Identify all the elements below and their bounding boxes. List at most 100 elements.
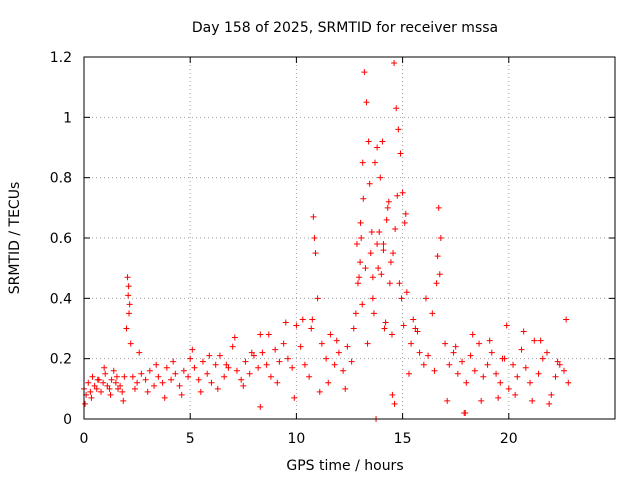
data-point (393, 105, 400, 112)
data-point (221, 373, 228, 380)
data-point (225, 364, 232, 371)
data-point (450, 349, 457, 356)
data-point (398, 295, 405, 302)
data-point (370, 310, 377, 317)
data-point (531, 337, 538, 344)
data-point (375, 265, 382, 272)
data-point (371, 159, 378, 166)
data-point (106, 385, 113, 392)
data-point (229, 343, 236, 350)
data-point (471, 367, 478, 374)
data-point (125, 283, 132, 290)
data-point (405, 370, 412, 377)
data-point (82, 400, 89, 407)
data-point (131, 385, 138, 392)
data-point (272, 346, 279, 353)
data-point (387, 259, 394, 266)
data-point (463, 379, 470, 386)
data-point (391, 400, 398, 407)
data-point (159, 379, 166, 386)
data-point (350, 325, 357, 332)
data-point (379, 138, 386, 145)
x-tick-label: 5 (186, 431, 195, 447)
data-point (396, 280, 403, 287)
data-point (180, 367, 187, 374)
data-point (420, 361, 427, 368)
data-point (246, 370, 253, 377)
data-point (400, 322, 407, 329)
data-point (497, 379, 504, 386)
data-point (357, 259, 364, 266)
data-point (94, 376, 101, 383)
data-point (454, 370, 461, 377)
data-point (142, 376, 149, 383)
data-point (369, 295, 376, 302)
data-point (462, 409, 469, 416)
y-tick-label: 0.8 (50, 171, 72, 187)
y-tick-label: 0.6 (50, 231, 72, 247)
data-point (172, 370, 179, 377)
data-point (499, 355, 506, 362)
data-point (327, 331, 334, 338)
data-point (365, 138, 372, 145)
data-point (388, 331, 395, 338)
axis-ticks: 0 5 10 15 20 0 0.2 0.4 0.6 0.8 1 1.2 (50, 50, 615, 447)
data-point (333, 337, 340, 344)
data-point (127, 340, 134, 347)
data-point (361, 69, 368, 76)
data-point (342, 385, 349, 392)
data-point (374, 144, 381, 151)
data-point (358, 235, 365, 241)
x-tick-label: 0 (80, 431, 89, 447)
data-point (134, 379, 141, 386)
data-point (357, 219, 364, 226)
data-point (356, 274, 363, 281)
data-point (395, 126, 402, 133)
data-point (520, 328, 527, 335)
data-point (377, 174, 384, 181)
data-point (436, 271, 443, 278)
data-point (352, 310, 359, 317)
data-point (397, 150, 404, 157)
data-point (546, 400, 553, 407)
data-point (512, 391, 519, 398)
data-point (376, 228, 383, 235)
data-point (163, 364, 170, 371)
data-point (120, 397, 127, 404)
data-point (136, 349, 143, 356)
data-point (425, 352, 432, 359)
data-point (91, 382, 98, 389)
data-point (206, 352, 213, 359)
data-point (310, 213, 317, 220)
data-point (151, 382, 158, 389)
data-point (353, 241, 360, 248)
data-point (380, 247, 387, 254)
data-point (563, 316, 570, 323)
x-tick-label: 20 (500, 431, 518, 447)
data-point (306, 373, 313, 380)
data-point (518, 346, 525, 353)
data-point (293, 322, 300, 329)
data-point (240, 382, 247, 389)
data-point (161, 394, 168, 401)
data-point (104, 382, 111, 389)
data-point (392, 225, 399, 232)
data-point (257, 403, 264, 410)
data-point (382, 319, 389, 326)
data-point (126, 301, 133, 308)
data-point (250, 352, 257, 359)
data-point (364, 340, 371, 347)
data-point (212, 361, 219, 368)
data-point (416, 349, 423, 356)
data-point (554, 358, 561, 365)
data-point (114, 385, 121, 392)
data-point (263, 361, 270, 368)
data-point (316, 388, 323, 395)
data-point (380, 241, 387, 248)
data-point (484, 361, 491, 368)
data-point (204, 370, 211, 377)
data-point (433, 280, 440, 287)
data-point (505, 385, 512, 392)
data-point (178, 391, 185, 398)
data-point (291, 394, 298, 401)
